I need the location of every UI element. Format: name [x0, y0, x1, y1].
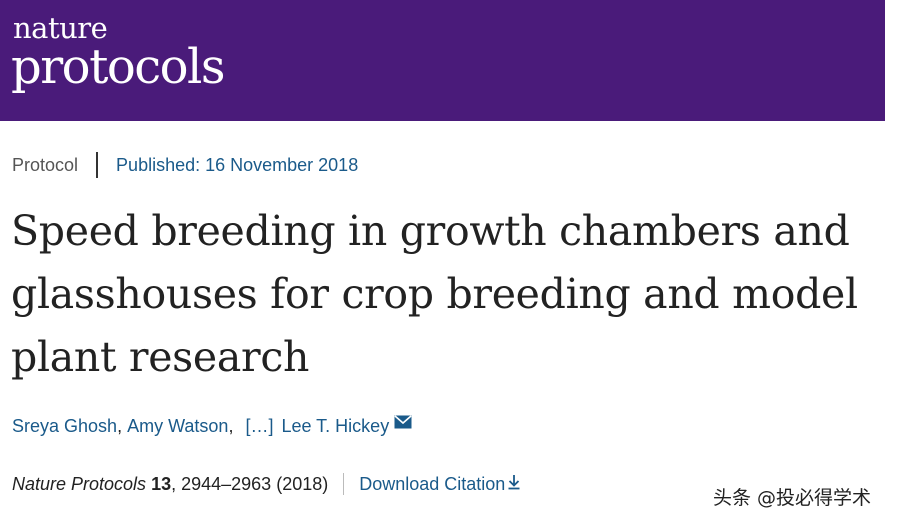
corresponding-author-link[interactable]: Lee T. Hickey — [281, 416, 390, 436]
download-citation-link[interactable]: Download Citation — [359, 471, 520, 497]
show-all-authors-button[interactable]: […] — [245, 416, 274, 436]
journal-name: Nature Protocols — [12, 474, 147, 494]
journal-volume: 13 — [151, 474, 172, 494]
article-type: Protocol — [12, 155, 79, 175]
author-list: Sreya Ghosh , Amy Watson , […] Lee T. Hi… — [12, 413, 412, 439]
author-separator: , — [228, 416, 234, 436]
author-link[interactable]: Amy Watson — [127, 416, 229, 436]
brand-logo-protocols[interactable]: protocols — [11, 39, 226, 95]
watermark: 头条 @投必得学术 — [713, 487, 872, 509]
meta-divider — [96, 152, 99, 178]
site-header: nature protocols — [0, 0, 885, 121]
envelope-icon[interactable] — [394, 410, 412, 436]
published-date: Published: 16 November 2018 — [116, 155, 359, 175]
citation-row: Nature Protocols 13 , 2944–2963 (2018) D… — [12, 471, 520, 497]
citation-divider — [343, 473, 345, 495]
author-separator: , — [117, 416, 123, 436]
brand-logo-nature[interactable]: nature — [13, 11, 108, 45]
citation-details: , 2944–2963 (2018) — [171, 474, 329, 494]
download-citation-label: Download Citation — [359, 474, 506, 494]
download-arrow-icon — [508, 471, 520, 497]
article-meta: Protocol Published: 16 November 2018 — [12, 152, 358, 178]
article-title: Speed breeding in growth chambers and gl… — [11, 207, 858, 381]
author-link[interactable]: Sreya Ghosh — [12, 416, 118, 436]
